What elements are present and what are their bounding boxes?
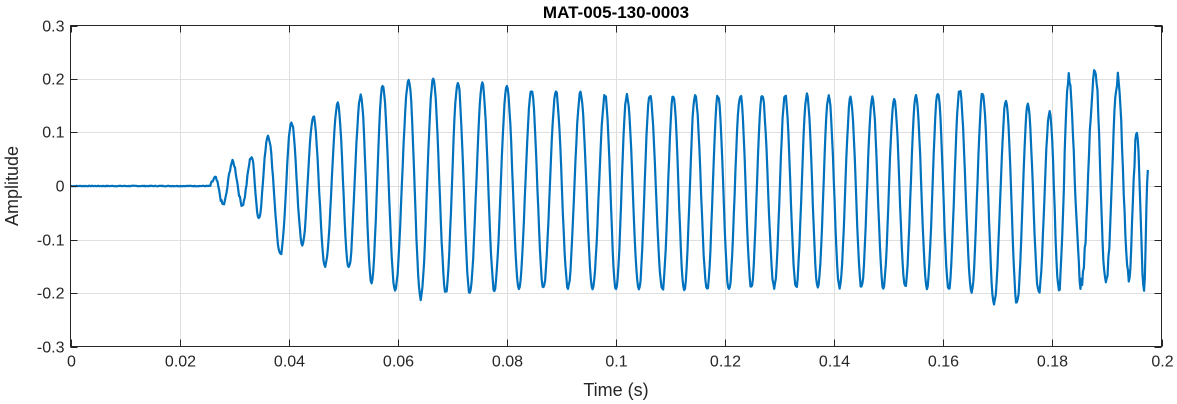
x-axis-label: Time (s)	[583, 380, 648, 400]
x-tick-label: 0.14	[819, 354, 850, 371]
x-tick-label: 0.1	[605, 354, 627, 371]
x-tick-label: 0.02	[165, 354, 196, 371]
y-tick-label: 0.3	[42, 19, 64, 36]
y-tick-label: 0.1	[42, 125, 64, 142]
y-tick-label: 0.2	[42, 72, 64, 89]
y-axis-label: Amplitude	[2, 146, 22, 226]
x-tick-label: 0.08	[492, 354, 523, 371]
chart-title: MAT-005-130-0003	[543, 3, 689, 22]
series-line	[70, 69, 1149, 306]
x-tick-label: 0.2	[1151, 354, 1173, 371]
series-layer	[70, 69, 1149, 306]
y-grid-lines	[70, 79, 1162, 294]
y-tick-label: -0.1	[37, 233, 65, 250]
x-tick-label: 0.04	[274, 354, 305, 371]
x-tick-label: 0.12	[710, 354, 741, 371]
x-tick-label: 0	[67, 354, 76, 371]
x-tick-label: 0.16	[928, 354, 959, 371]
y-tick-label: -0.3	[37, 340, 65, 357]
y-axis-ticks: -0.3 -0.2 -0.1 0 0.1 0.2 0.3	[37, 19, 1162, 357]
x-tick-label: 0.06	[383, 354, 414, 371]
y-tick-label: -0.2	[37, 286, 65, 303]
x-axis-ticks: 0 0.02 0.04 0.06 0.08 0.1 0.12 0.14 0.16 0.18 0.2	[67, 25, 1174, 371]
x-tick-label: 0.18	[1037, 354, 1068, 371]
y-tick-label: 0	[56, 179, 65, 196]
